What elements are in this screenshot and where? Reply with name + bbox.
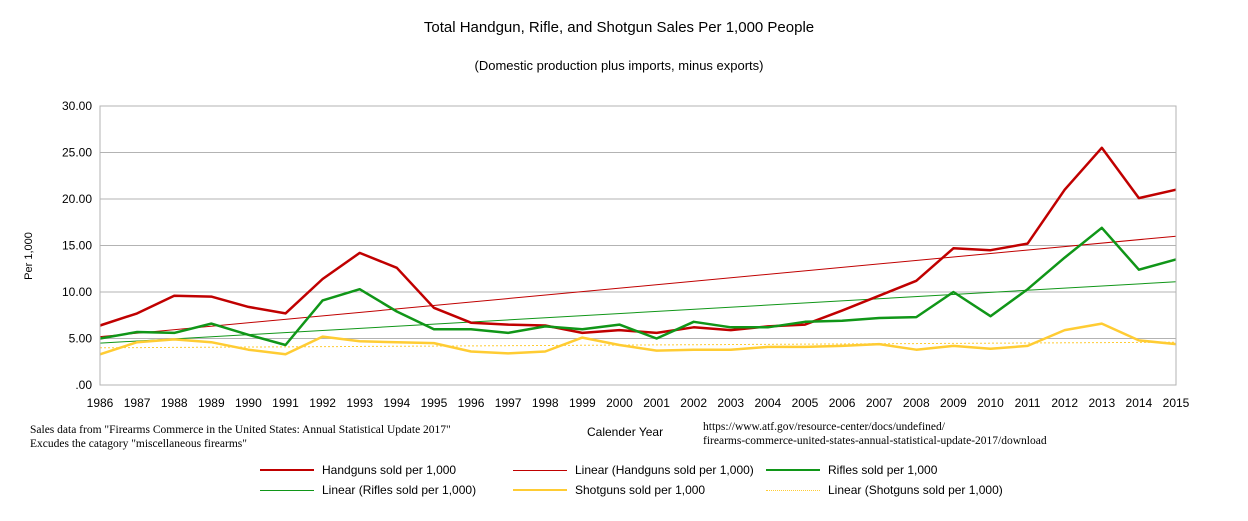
y-tick-label: 5.00 bbox=[69, 332, 93, 346]
source-note-line-1: Sales data from "Firearms Commerce in th… bbox=[30, 424, 451, 436]
x-tick-label: 1995 bbox=[421, 396, 448, 410]
x-tick-label: 2009 bbox=[940, 396, 967, 410]
legend: Handguns sold per 1,000 Linear (Handguns… bbox=[250, 460, 1010, 500]
legend-linear-handguns: Linear (Handguns sold per 1,000) bbox=[503, 463, 756, 477]
series-lines bbox=[99, 146, 1177, 356]
x-tick-label: 2007 bbox=[866, 396, 893, 410]
plot-area-border bbox=[99, 105, 1177, 386]
trendline bbox=[99, 235, 1177, 338]
legend-label-rifles: Rifles sold per 1,000 bbox=[828, 463, 938, 477]
legend-label-linear-handguns: Linear (Handguns sold per 1,000) bbox=[575, 463, 754, 477]
x-tick-label: 1998 bbox=[532, 396, 559, 410]
x-tick-label: 2012 bbox=[1051, 396, 1078, 410]
y-tick-label: 15.00 bbox=[62, 239, 92, 253]
legend-label-handguns: Handguns sold per 1,000 bbox=[322, 463, 457, 477]
x-tick-label: 2008 bbox=[903, 396, 930, 410]
legend-row-2: Linear (Rifles sold per 1,000) Shotguns … bbox=[250, 480, 1010, 500]
y-tick-labels: .00 5.00 10.00 15.00 20.00 25.00 30.00 bbox=[62, 99, 92, 392]
series-line bbox=[99, 322, 1177, 356]
series-line bbox=[99, 146, 1177, 335]
legend-swatch-shotguns bbox=[513, 489, 567, 491]
x-tick-label: 2005 bbox=[792, 396, 819, 410]
x-tick-label: 1987 bbox=[124, 396, 151, 410]
x-tick-label: 2013 bbox=[1088, 396, 1115, 410]
x-tick-label: 1996 bbox=[458, 396, 485, 410]
x-tick-label: 1989 bbox=[198, 396, 225, 410]
y-tick-label: 30.00 bbox=[62, 99, 92, 113]
y-axis-label: Per 1,000 bbox=[23, 232, 35, 280]
y-tick-label: 10.00 bbox=[62, 285, 92, 299]
source-note: Sales data from "Firearms Commerce in th… bbox=[30, 423, 451, 451]
x-tick-label: 1990 bbox=[235, 396, 262, 410]
legend-linear-rifles: Linear (Rifles sold per 1,000) bbox=[250, 483, 503, 497]
source-url-line-1: https://www.atf.gov/resource-center/docs… bbox=[703, 421, 945, 433]
legend-rifles: Rifles sold per 1,000 bbox=[756, 463, 1009, 477]
legend-shotguns: Shotguns sold per 1,000 bbox=[503, 483, 756, 497]
chart-subtitle: (Domestic production plus imports, minus… bbox=[475, 58, 764, 73]
x-tick-label: 2002 bbox=[680, 396, 707, 410]
x-tick-label: 1991 bbox=[272, 396, 299, 410]
source-note-line-2: Excudes the catagory "miscellaneous fire… bbox=[30, 438, 247, 450]
y-tick-label: 25.00 bbox=[62, 146, 92, 160]
legend-swatch-rifles bbox=[766, 469, 820, 471]
x-tick-label: 2010 bbox=[977, 396, 1004, 410]
x-tick-label: 2000 bbox=[606, 396, 633, 410]
x-tick-label: 2001 bbox=[643, 396, 670, 410]
y-tick-label: 20.00 bbox=[62, 192, 92, 206]
legend-handguns: Handguns sold per 1,000 bbox=[250, 463, 503, 477]
x-tick-label: 1993 bbox=[346, 396, 373, 410]
x-tick-label: 2015 bbox=[1163, 396, 1190, 410]
x-tick-label: 2003 bbox=[717, 396, 744, 410]
source-url-line-2: firearms-commerce-united-states-annual-s… bbox=[703, 435, 1047, 447]
legend-swatch-handguns bbox=[260, 469, 314, 471]
legend-label-linear-rifles: Linear (Rifles sold per 1,000) bbox=[322, 483, 477, 497]
legend-linear-shotguns: Linear (Shotguns sold per 1,000) bbox=[756, 483, 1009, 497]
legend-label-shotguns: Shotguns sold per 1,000 bbox=[575, 483, 706, 497]
y-tick-label: .00 bbox=[75, 378, 92, 392]
x-tick-label: 2011 bbox=[1015, 396, 1041, 410]
x-tick-label: 1997 bbox=[495, 396, 522, 410]
legend-swatch-linear-rifles bbox=[260, 489, 314, 491]
x-tick-label: 2006 bbox=[829, 396, 856, 410]
x-tick-label: 1994 bbox=[383, 396, 410, 410]
x-tick-labels: 1986 1987 1988 1989 1990 1991 1992 1993 1994 1995… bbox=[87, 396, 1190, 410]
legend-label-linear-shotguns: Linear (Shotguns sold per 1,000) bbox=[828, 483, 1003, 497]
series-line bbox=[99, 226, 1177, 347]
trendline bbox=[99, 341, 1177, 349]
x-tick-label: 2014 bbox=[1126, 396, 1153, 410]
x-axis-label: Calender Year bbox=[587, 425, 664, 439]
trendline bbox=[99, 281, 1177, 344]
chart-title: Total Handgun, Rifle, and Shotgun Sales … bbox=[424, 19, 814, 36]
x-tick-label: 1986 bbox=[87, 396, 114, 410]
legend-swatch-linear-handguns bbox=[513, 469, 567, 471]
x-tick-label: 2004 bbox=[755, 396, 782, 410]
x-tick-label: 1992 bbox=[309, 396, 336, 410]
trendlines bbox=[99, 235, 1177, 349]
x-tick-label: 1988 bbox=[161, 396, 188, 410]
legend-row-1: Handguns sold per 1,000 Linear (Handguns… bbox=[250, 460, 1010, 480]
legend-swatch-linear-shotguns bbox=[766, 489, 820, 491]
source-url: https://www.atf.gov/resource-center/docs… bbox=[703, 420, 1047, 448]
x-tick-label: 1999 bbox=[569, 396, 596, 410]
